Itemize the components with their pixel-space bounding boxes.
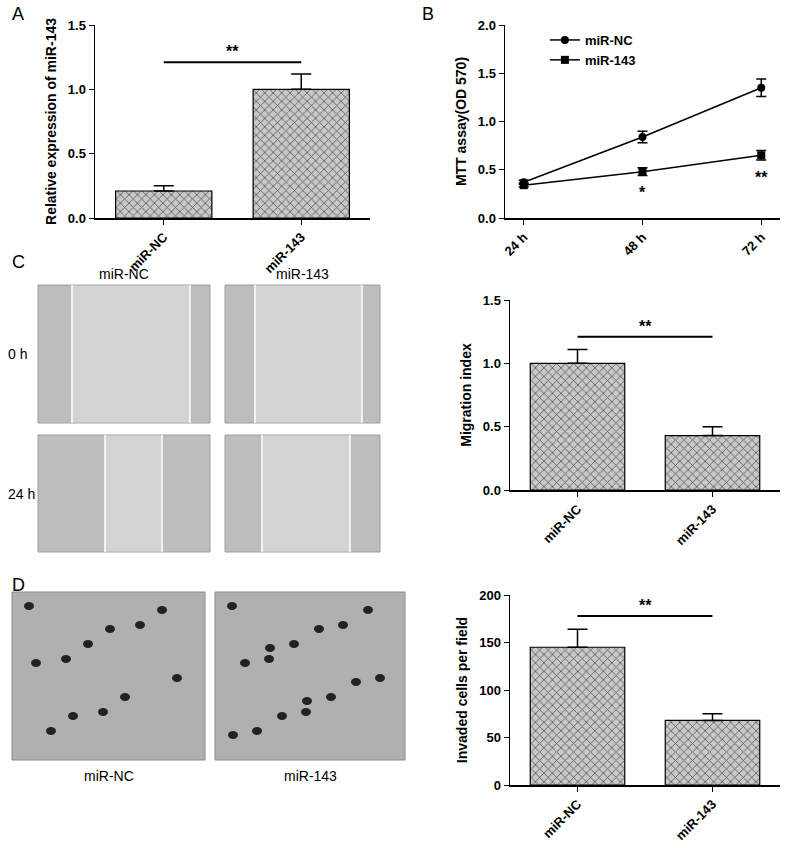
svg-text:*: * — [639, 184, 646, 201]
svg-text:1.0: 1.0 — [68, 82, 86, 97]
svg-text:72 h: 72 h — [739, 230, 768, 259]
svg-text:miR-NC: miR-NC — [84, 768, 134, 784]
svg-text:1.5: 1.5 — [68, 18, 86, 33]
svg-text:Invaded cells per field: Invaded cells per field — [454, 617, 470, 763]
svg-text:200: 200 — [479, 588, 501, 603]
svg-text:Relative expression of miR-143: Relative expression of miR-143 — [43, 18, 59, 225]
svg-text:100: 100 — [479, 683, 501, 698]
svg-text:**: ** — [639, 597, 652, 614]
svg-text:2.0: 2.0 — [478, 18, 496, 33]
svg-text:C: C — [12, 252, 25, 272]
svg-text:1.5: 1.5 — [478, 66, 496, 81]
svg-text:miR-143: miR-143 — [284, 768, 337, 784]
svg-text:miR-143: miR-143 — [276, 266, 329, 282]
svg-text:24 h: 24 h — [8, 486, 35, 502]
svg-text:**: ** — [755, 169, 768, 186]
svg-text:**: ** — [639, 318, 652, 335]
svg-text:50: 50 — [486, 730, 500, 745]
svg-text:miR-NC: miR-NC — [585, 33, 633, 48]
svg-text:miR-NC: miR-NC — [540, 796, 585, 841]
svg-text:miR-143: miR-143 — [262, 230, 308, 276]
svg-text:1.0: 1.0 — [483, 356, 501, 371]
svg-text:0.5: 0.5 — [483, 419, 501, 434]
svg-text:A: A — [12, 4, 24, 24]
svg-text:48 h: 48 h — [620, 230, 649, 259]
svg-text:miR-NC: miR-NC — [126, 229, 171, 274]
svg-text:150: 150 — [479, 635, 501, 650]
svg-text:miR-NC: miR-NC — [540, 501, 585, 546]
svg-text:Migration index: Migration index — [458, 343, 474, 447]
svg-text:1.5: 1.5 — [483, 293, 501, 308]
svg-text:0 h: 0 h — [8, 346, 27, 362]
svg-text:miR-143: miR-143 — [673, 502, 719, 548]
svg-text:miR-143: miR-143 — [585, 53, 636, 68]
svg-text:0.5: 0.5 — [68, 146, 86, 161]
svg-text:B: B — [422, 4, 434, 24]
svg-text:miR-NC: miR-NC — [99, 266, 149, 282]
svg-text:0.0: 0.0 — [478, 211, 496, 226]
svg-text:0.5: 0.5 — [478, 162, 496, 177]
svg-text:D: D — [12, 575, 25, 595]
svg-text:1.0: 1.0 — [478, 114, 496, 129]
svg-text:0.0: 0.0 — [483, 483, 501, 498]
svg-text:0.0: 0.0 — [68, 211, 86, 226]
svg-text:**: ** — [226, 43, 239, 60]
svg-text:0: 0 — [494, 778, 501, 793]
svg-text:MTT assay(OD 570): MTT assay(OD 570) — [453, 57, 469, 186]
svg-text:miR-143: miR-143 — [673, 797, 719, 843]
svg-text:24 h: 24 h — [501, 230, 530, 259]
